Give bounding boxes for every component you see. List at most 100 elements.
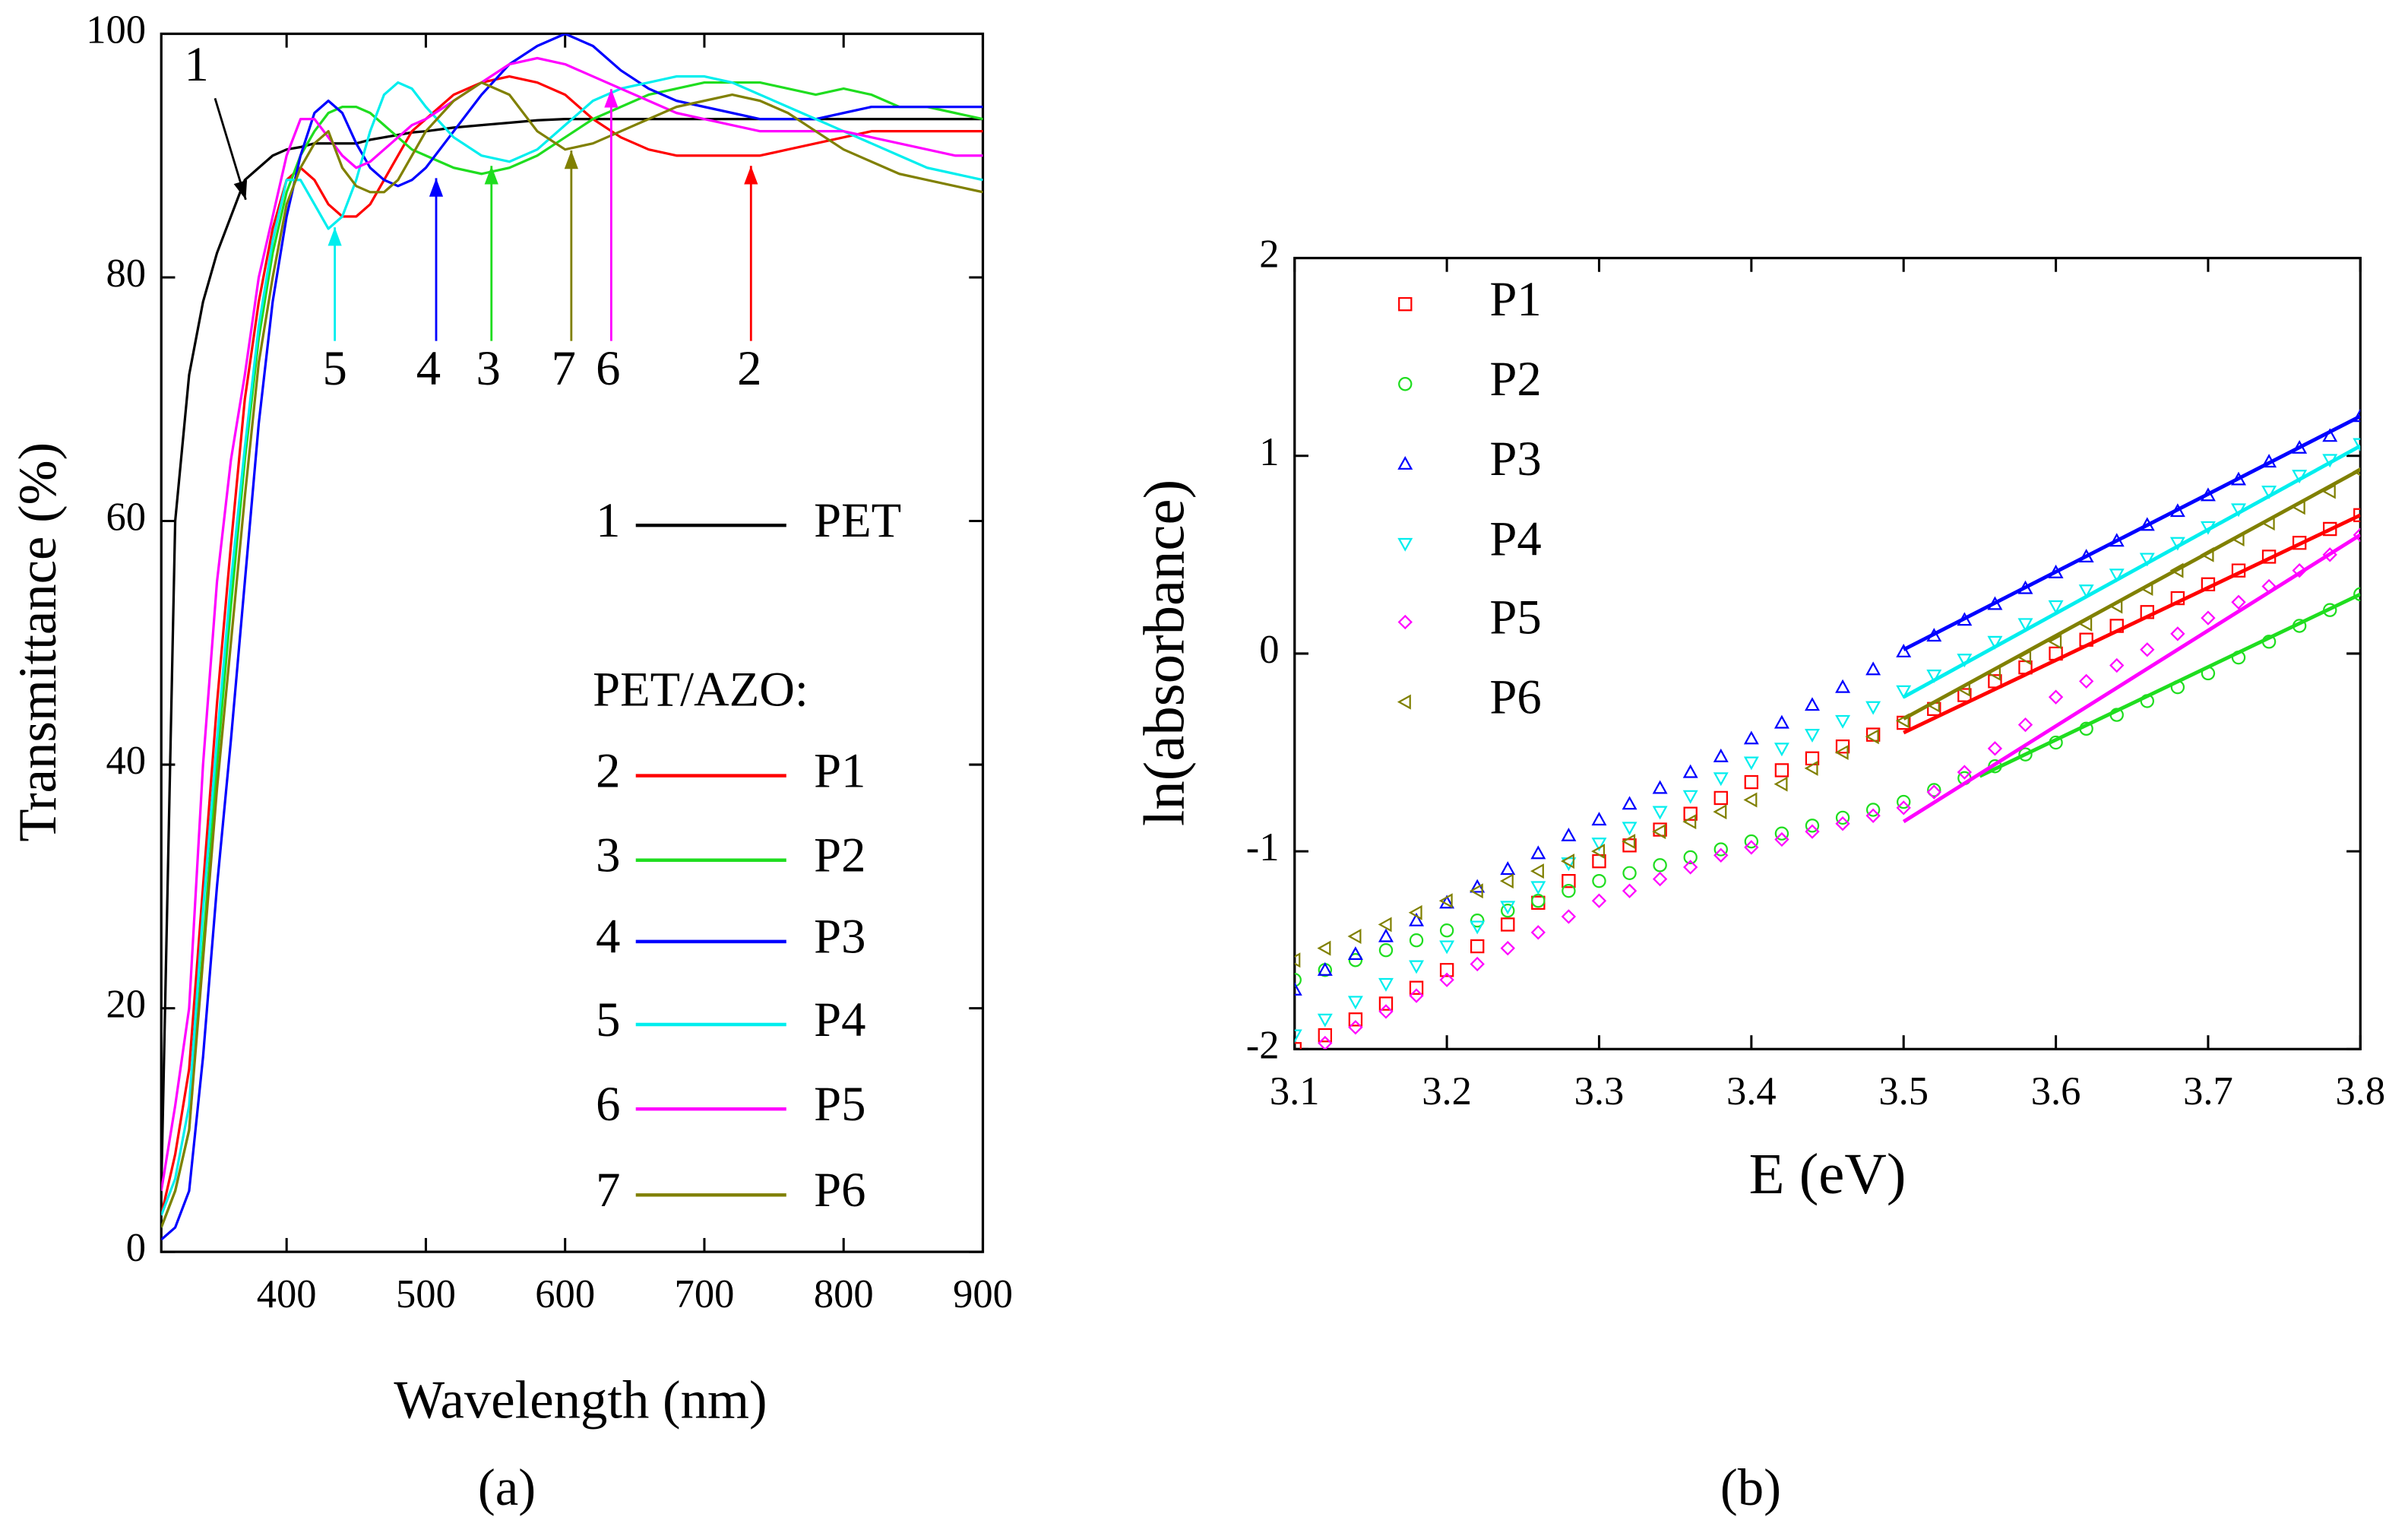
x-tick-label: 500 — [396, 1272, 456, 1316]
data-point — [1987, 635, 2003, 650]
data-point — [2292, 619, 2307, 633]
data-point — [1805, 819, 1820, 833]
data-point — [1500, 940, 1515, 956]
data-point — [2201, 610, 2216, 625]
annotation-arrow — [214, 97, 248, 201]
legend-marker — [1397, 694, 1411, 710]
data-point — [1652, 871, 1668, 887]
annotation-label: 7 — [552, 340, 576, 395]
fit-line — [1903, 414, 2361, 651]
data-point — [2140, 605, 2154, 619]
data-point — [2109, 708, 2124, 722]
data-point — [1865, 729, 1879, 745]
data-point — [1897, 794, 1911, 809]
legend-marker — [1398, 296, 1413, 312]
data-point — [1561, 909, 1577, 924]
x-tick-label: 400 — [257, 1272, 317, 1316]
data-point — [1683, 860, 1698, 875]
legend-label: P5 — [1489, 589, 1541, 644]
annotation-label: 6 — [596, 340, 620, 395]
data-point — [1591, 838, 1607, 852]
data-point — [1713, 804, 1727, 820]
data-point — [1317, 1013, 1333, 1028]
data-point — [1438, 893, 1453, 909]
legend-label: P3 — [814, 909, 865, 964]
data-point — [1531, 895, 1546, 910]
data-point — [1562, 884, 1576, 898]
data-point — [2323, 603, 2337, 617]
data-point — [2170, 591, 2185, 606]
data-point — [2292, 536, 2307, 550]
annotation-arrow — [328, 227, 342, 341]
data-point — [1804, 760, 1818, 776]
data-point — [1805, 824, 1820, 839]
data-point — [1835, 739, 1850, 754]
data-point — [1957, 765, 1973, 780]
data-point — [1622, 796, 1638, 810]
legend-label: P6 — [1489, 669, 1541, 724]
data-point — [1470, 956, 1485, 972]
data-point — [1622, 883, 1638, 898]
legend-number: 7 — [596, 1162, 620, 1217]
data-point — [1713, 748, 1729, 762]
data-point — [1835, 714, 1851, 729]
data-point — [2353, 587, 2361, 601]
legend-label: P4 — [1489, 511, 1541, 565]
data-point — [1347, 946, 1363, 961]
data-point — [1774, 776, 1788, 792]
data-point — [1348, 1020, 1363, 1035]
y-tick-label: -1 — [1246, 825, 1280, 869]
data-point — [1622, 834, 1636, 850]
data-point — [1409, 933, 1424, 948]
data-point — [1378, 996, 1394, 1011]
annotation-label: 3 — [476, 340, 501, 395]
data-point — [1835, 816, 1850, 831]
fit-line — [1903, 467, 2361, 720]
data-point — [1896, 643, 1912, 657]
plot-lines — [161, 33, 983, 1241]
annotation-label: 5 — [322, 340, 346, 395]
data-point — [1865, 808, 1881, 823]
annotation-arrow — [564, 150, 578, 341]
data-point — [1500, 901, 1516, 915]
data-point — [1744, 835, 1759, 849]
data-point — [2140, 642, 2155, 657]
data-point — [1896, 800, 1911, 816]
legend-number: 3 — [596, 828, 620, 882]
data-point — [1743, 756, 1759, 771]
data-point — [2017, 717, 2033, 733]
data-point — [2261, 549, 2277, 564]
data-point — [1713, 842, 1728, 857]
data-point — [1835, 810, 1850, 825]
data-point — [1896, 685, 1912, 699]
series-line — [161, 56, 983, 1192]
y-tick-label: 40 — [106, 739, 146, 783]
data-point — [1469, 883, 1483, 899]
data-point — [1774, 714, 1789, 729]
plot-frame — [160, 32, 985, 1253]
data-point — [2048, 634, 2062, 650]
data-point — [1347, 929, 1362, 944]
series-line — [161, 74, 983, 1216]
data-point — [1652, 806, 1668, 820]
data-point — [1683, 806, 1698, 821]
data-point — [1744, 774, 1759, 790]
data-point — [1744, 840, 1759, 855]
series-line — [161, 81, 983, 1228]
y-tick-label: 0 — [1259, 628, 1279, 672]
y-axis-label: ln(absorbance) — [1132, 480, 1197, 826]
y-axis-label: Transmittance (%) — [8, 442, 68, 842]
data-point — [1501, 917, 1515, 932]
panel-caption: (b) — [1720, 1458, 1781, 1516]
data-point — [1591, 812, 1607, 826]
data-point — [2170, 626, 2185, 641]
legend-label: P2 — [814, 828, 865, 882]
fit-line — [1902, 533, 2361, 824]
data-point — [1439, 972, 1454, 987]
data-point — [1805, 697, 1820, 711]
series-line — [161, 81, 983, 1228]
data-point — [1835, 679, 1851, 693]
x-tick-label: 3.1 — [1270, 1069, 1320, 1113]
y-tick-label: 80 — [106, 252, 146, 296]
